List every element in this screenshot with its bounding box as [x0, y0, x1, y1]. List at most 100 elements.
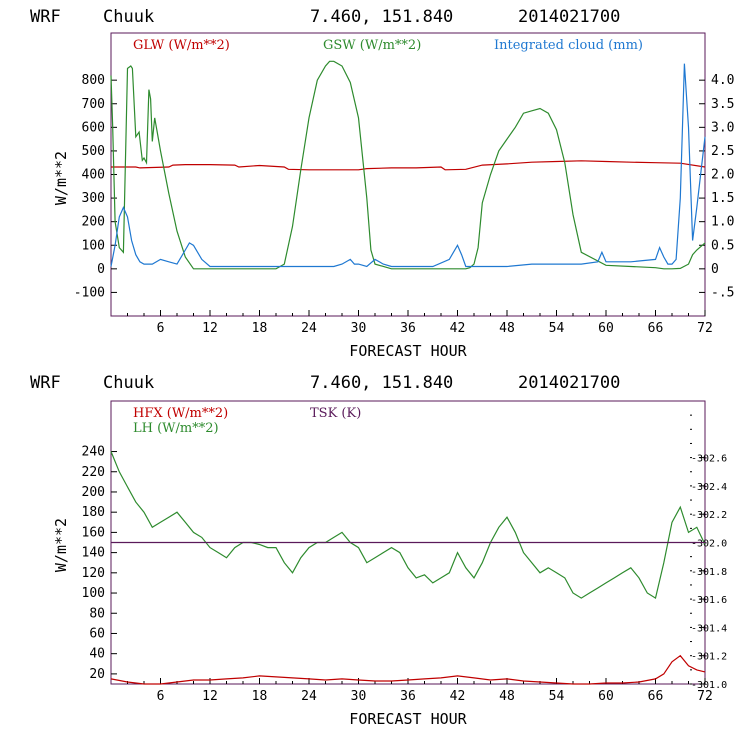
top-plot-frame: [110, 32, 706, 317]
y-tick-label: 220: [82, 465, 105, 480]
y-tick-label: 200: [82, 215, 105, 230]
x-tick-label: 6: [157, 689, 165, 704]
y-tick-label: 600: [82, 120, 105, 135]
top-left-y-axis-ticks: -100 0 100 200 300 400 500 600 700 800: [74, 73, 117, 300]
header-init-time: 2014021700: [518, 373, 620, 393]
x-tick-label: 48: [499, 321, 515, 336]
top-chart-panel: WRF Chuuk 7.460, 151.840 2014021700 6 12 1…: [30, 7, 734, 360]
top-right-y-axis-ticks: -.5 0 0.5 1.0 1.5 2.0 2.5 3.0 3.5 4.0: [699, 73, 734, 300]
y-tick-label: -100: [74, 285, 105, 300]
legend-hfx: HFX (W/m**2): [133, 406, 228, 421]
y-tick-label: 180: [82, 505, 105, 520]
y2-tick-label: -302.6: [691, 454, 727, 465]
bottom-left-y-axis-ticks: 20 40 60 80 100 120 140 160 180 200 220 240: [82, 445, 117, 682]
x-tick-label: 48: [499, 689, 515, 704]
x-tick-label: 42: [450, 321, 466, 336]
y2-tick-label: -301.4: [691, 623, 727, 634]
bottom-legend: HFX (W/m**2) LH (W/m**2) TSK (K): [133, 406, 361, 436]
y-tick-label: 60: [89, 626, 105, 641]
y-tick-label: 80: [89, 606, 105, 621]
header-station: Chuuk: [103, 373, 154, 393]
legend-integrated-cloud: Integrated cloud (mm): [494, 38, 643, 53]
y2-tick-label: 1.0: [711, 215, 734, 230]
y-tick-label: 40: [89, 647, 105, 662]
y-tick-label: 20: [89, 667, 105, 682]
y2-tick-label: -302.2: [691, 510, 727, 521]
y2-tick-label: 2.0: [711, 168, 734, 183]
x-tick-label: 24: [301, 321, 317, 336]
x-tick-label: 30: [351, 321, 367, 336]
y2-tick-label: 0.5: [711, 238, 734, 253]
y2-tick-label: -301.0: [691, 680, 727, 691]
y2-tick-label: -301.8: [691, 567, 727, 578]
x-tick-label: 12: [202, 321, 218, 336]
y-tick-label: 160: [82, 525, 105, 540]
y2-tick-label: 1.5: [711, 191, 734, 206]
header-model: WRF: [30, 373, 61, 393]
y2-tick-label: -.5: [711, 285, 734, 300]
legend-lh: LH (W/m**2): [133, 421, 219, 436]
y-tick-label: 700: [82, 97, 105, 112]
x-tick-label: 72: [697, 689, 713, 704]
x-tick-label: 24: [301, 689, 317, 704]
legend-tsk: TSK (K): [310, 406, 361, 421]
y2-tick-label: -301.6: [691, 595, 727, 606]
y2-tick-label: 2.5: [711, 144, 734, 159]
series-line-1: [110, 451, 706, 600]
x-tick-label: 18: [252, 689, 268, 704]
series-line-2: [110, 63, 706, 268]
series-line-0: [110, 654, 706, 685]
top-series-lines: [110, 60, 706, 270]
x-tick-label: 12: [202, 689, 218, 704]
y2-tick-label: 3.5: [711, 97, 734, 112]
y-tick-label: 200: [82, 485, 105, 500]
header-coords: 7.460, 151.840: [310, 373, 453, 393]
y2-tick-label: 0: [711, 262, 719, 277]
x-tick-label: 6: [157, 321, 165, 336]
y2-tick-label: 3.0: [711, 120, 734, 135]
bottom-x-axis-ticks: 6 12 18 24 30 36 42 48 54 60 66 72: [127, 678, 713, 704]
y-tick-label: 400: [82, 168, 105, 183]
y2-tick-label: -301.2: [691, 652, 727, 663]
x-tick-label: 30: [351, 689, 367, 704]
y-tick-label: 100: [82, 238, 105, 253]
header-init-time: 2014021700: [518, 7, 620, 27]
bottom-chart-panel: WRF Chuuk 7.460, 151.840 2014021700 6 12 1…: [30, 373, 727, 728]
y-tick-label: 100: [82, 586, 105, 601]
top-x-axis-label: FORECAST HOUR: [349, 342, 467, 360]
top-x-axis-ticks: 6 12 18 24 30 36 42 48 54 60 66 72: [127, 310, 713, 336]
x-tick-label: 54: [549, 321, 565, 336]
x-tick-label: 36: [400, 689, 416, 704]
y2-tick-label: -302.4: [691, 482, 727, 493]
x-tick-label: 66: [648, 689, 664, 704]
top-legend: GLW (W/m**2) GSW (W/m**2) Integrated clo…: [133, 38, 643, 53]
top-y-axis-label: W/m**2: [52, 151, 70, 205]
y-tick-label: 0: [97, 262, 105, 277]
header-station: Chuuk: [103, 7, 154, 27]
y-tick-label: 500: [82, 144, 105, 159]
y2-tick-label: 4.0: [711, 73, 734, 88]
header-model: WRF: [30, 7, 61, 27]
bottom-series-lines: [110, 451, 706, 685]
y-tick-label: 120: [82, 566, 105, 581]
x-tick-label: 72: [697, 321, 713, 336]
y-tick-label: 800: [82, 73, 105, 88]
x-tick-label: 54: [549, 689, 565, 704]
x-tick-label: 60: [598, 321, 614, 336]
x-tick-label: 66: [648, 321, 664, 336]
y-tick-label: 300: [82, 191, 105, 206]
series-line-1: [110, 60, 706, 270]
bottom-chart-header: WRF Chuuk 7.460, 151.840 2014021700: [30, 373, 620, 393]
top-chart-header: WRF Chuuk 7.460, 151.840 2014021700: [30, 7, 620, 27]
y-tick-label: 240: [82, 445, 105, 460]
x-tick-label: 36: [400, 321, 416, 336]
x-tick-label: 42: [450, 689, 466, 704]
legend-glw: GLW (W/m**2): [133, 38, 230, 53]
bottom-y-axis-label: W/m**2: [52, 518, 70, 572]
y-tick-label: 140: [82, 546, 105, 561]
bottom-x-axis-label: FORECAST HOUR: [349, 710, 467, 728]
x-tick-label: 60: [598, 689, 614, 704]
legend-gsw: GSW (W/m**2): [323, 38, 421, 53]
bottom-right-y-axis-ticks: -301.0 -301.2 -301.4 -301.6 -301.8 -302.0 -302…: [690, 414, 727, 691]
